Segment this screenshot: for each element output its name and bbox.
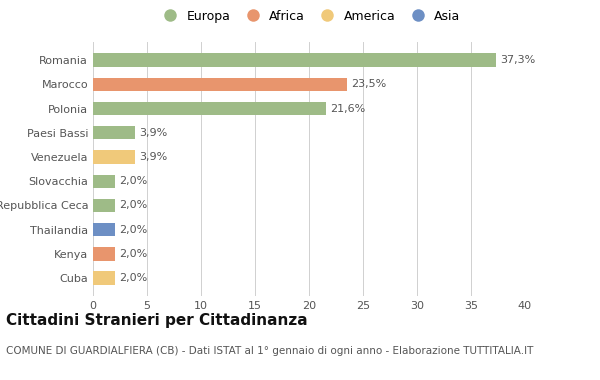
Text: COMUNE DI GUARDIALFIERA (CB) - Dati ISTAT al 1° gennaio di ogni anno - Elaborazi: COMUNE DI GUARDIALFIERA (CB) - Dati ISTA… — [6, 346, 533, 356]
Text: 2,0%: 2,0% — [119, 176, 147, 186]
Text: 3,9%: 3,9% — [139, 128, 167, 138]
Text: 3,9%: 3,9% — [139, 152, 167, 162]
Bar — [93, 102, 326, 115]
Text: 21,6%: 21,6% — [331, 103, 366, 114]
Bar — [93, 126, 135, 139]
Bar — [93, 271, 115, 285]
Text: 2,0%: 2,0% — [119, 201, 147, 211]
Bar — [93, 53, 496, 67]
Text: 2,0%: 2,0% — [119, 273, 147, 283]
Bar — [93, 78, 347, 91]
Text: 2,0%: 2,0% — [119, 249, 147, 259]
Bar — [93, 247, 115, 261]
Bar — [93, 150, 135, 164]
Legend: Europa, Africa, America, Asia: Europa, Africa, America, Asia — [152, 5, 466, 28]
Text: Cittadini Stranieri per Cittadinanza: Cittadini Stranieri per Cittadinanza — [6, 314, 308, 328]
Bar — [93, 223, 115, 236]
Text: 37,3%: 37,3% — [500, 55, 535, 65]
Bar — [93, 199, 115, 212]
Text: 23,5%: 23,5% — [351, 79, 386, 89]
Bar — [93, 174, 115, 188]
Text: 2,0%: 2,0% — [119, 225, 147, 235]
